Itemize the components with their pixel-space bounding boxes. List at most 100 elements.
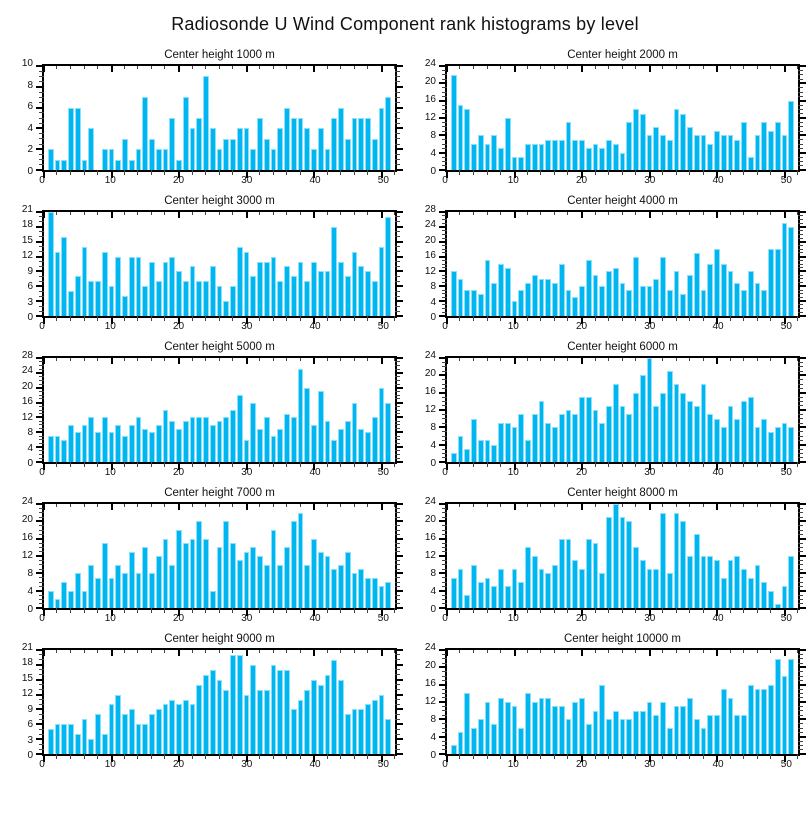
y-minor-tick bbox=[442, 274, 447, 276]
y-minor-tick bbox=[39, 251, 44, 253]
y-major-tick bbox=[798, 65, 806, 67]
x-tick-label: 20 bbox=[575, 175, 588, 186]
y-minor-tick bbox=[798, 308, 803, 310]
histogram-bar bbox=[498, 264, 504, 316]
histogram-bar bbox=[351, 402, 358, 462]
y-tick-label: 24 bbox=[21, 496, 33, 507]
x-major-tick bbox=[178, 754, 180, 762]
y-minor-tick bbox=[39, 689, 44, 691]
histogram-bar bbox=[572, 702, 578, 754]
x-tick-label: 20 bbox=[575, 613, 588, 624]
y-minor-tick bbox=[442, 662, 447, 664]
y-minor-tick bbox=[395, 236, 400, 238]
y-minor-tick bbox=[798, 263, 803, 265]
histogram-bar bbox=[47, 149, 54, 170]
x-minor-tick bbox=[675, 170, 677, 175]
plot-body: 0 4 8 12 16 20 24 bbox=[413, 351, 806, 470]
histogram-bar bbox=[338, 564, 344, 608]
histogram-bar bbox=[371, 281, 378, 316]
y-major-tick bbox=[36, 663, 44, 666]
y-minor-tick bbox=[395, 603, 400, 605]
y-minor-tick bbox=[442, 104, 447, 106]
y-minor-tick bbox=[39, 364, 44, 366]
y-tick-label: 4 bbox=[27, 122, 33, 134]
histogram-bar bbox=[142, 286, 148, 316]
histogram-bar bbox=[639, 710, 646, 754]
histogram-bar bbox=[61, 724, 67, 754]
y-minor-tick bbox=[442, 400, 447, 402]
y-minor-tick bbox=[798, 662, 803, 664]
histogram-bar bbox=[68, 291, 74, 316]
y-minor-tick bbox=[798, 744, 803, 746]
y-minor-tick bbox=[798, 653, 803, 655]
x-minor-tick bbox=[56, 358, 58, 361]
y-minor-tick bbox=[798, 130, 803, 132]
x-minor-tick bbox=[258, 608, 260, 613]
histogram-bar bbox=[511, 706, 518, 754]
histogram-bar bbox=[531, 275, 538, 316]
x-tick-label: 10 bbox=[104, 321, 116, 332]
y-minor-tick bbox=[442, 525, 447, 527]
histogram-bar bbox=[761, 582, 767, 608]
histogram-bar bbox=[646, 135, 653, 170]
y-tick-label: 4 bbox=[430, 732, 436, 743]
y-minor-tick bbox=[395, 138, 400, 140]
x-axis-labels: 0 10 20 30 40 50 bbox=[39, 756, 397, 772]
histogram-bar bbox=[572, 297, 578, 316]
y-major-tick bbox=[395, 371, 403, 374]
y-axis-labels: 0 3 6 9 12 15 18 21 bbox=[10, 205, 42, 323]
histogram-bar bbox=[639, 286, 646, 316]
histogram-bar bbox=[511, 157, 518, 170]
x-major-tick bbox=[43, 608, 45, 616]
x-minor-tick bbox=[527, 66, 528, 69]
x-tick-label: 40 bbox=[309, 467, 321, 478]
histogram-bar bbox=[270, 664, 277, 754]
x-minor-tick bbox=[634, 170, 636, 175]
y-minor-tick bbox=[39, 420, 44, 422]
y-axis-labels: 0 2 4 6 8 10 bbox=[10, 59, 42, 177]
y-minor-tick bbox=[395, 551, 400, 553]
histogram-bar bbox=[209, 128, 216, 170]
x-major-tick bbox=[446, 358, 448, 364]
y-minor-tick bbox=[798, 581, 803, 583]
x-minor-tick bbox=[353, 504, 355, 507]
y-minor-tick bbox=[798, 233, 803, 235]
histogram-bar bbox=[612, 384, 619, 462]
histogram-bar bbox=[304, 387, 310, 462]
histogram-bar bbox=[687, 275, 693, 316]
histogram-bar bbox=[277, 669, 283, 754]
y-minor-tick bbox=[798, 564, 803, 566]
y-major-tick bbox=[439, 409, 447, 411]
y-minor-tick bbox=[395, 290, 400, 292]
y-minor-tick bbox=[442, 546, 447, 548]
histogram-bar bbox=[700, 384, 707, 462]
histogram-bar bbox=[149, 261, 155, 316]
x-minor-tick bbox=[272, 358, 274, 361]
plot-body: 0 4 8 12 16 20 24 bbox=[10, 497, 403, 616]
y-minor-tick bbox=[442, 714, 447, 716]
y-major-tick bbox=[395, 386, 403, 389]
y-minor-tick bbox=[442, 126, 447, 128]
y-minor-tick bbox=[39, 529, 44, 531]
y-minor-tick bbox=[395, 275, 400, 277]
y-minor-tick bbox=[395, 733, 400, 735]
x-minor-tick bbox=[634, 504, 636, 507]
y-minor-tick bbox=[798, 87, 803, 89]
x-minor-tick bbox=[124, 462, 125, 467]
x-minor-tick bbox=[394, 462, 395, 467]
histogram-bar bbox=[338, 261, 344, 316]
x-minor-tick bbox=[231, 504, 233, 507]
y-minor-tick bbox=[39, 295, 44, 297]
y-major-tick bbox=[439, 520, 447, 523]
histogram-bar bbox=[720, 427, 727, 462]
x-tick-label: 0 bbox=[39, 321, 45, 332]
y-tick-label: 12 bbox=[424, 265, 436, 277]
histogram-bar bbox=[135, 724, 142, 754]
histogram-bar bbox=[236, 395, 243, 462]
x-minor-tick bbox=[567, 358, 569, 361]
histogram-bar bbox=[788, 427, 794, 462]
histogram-bar bbox=[558, 538, 565, 608]
y-major-tick bbox=[36, 285, 44, 288]
x-axis-labels: 0 10 20 30 40 50 bbox=[39, 318, 397, 334]
y-tick-label: 0 bbox=[27, 312, 33, 323]
